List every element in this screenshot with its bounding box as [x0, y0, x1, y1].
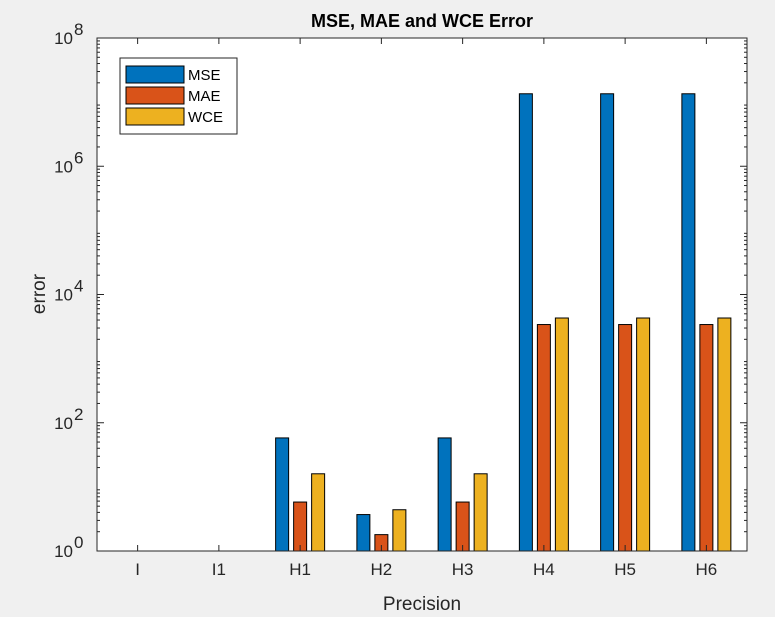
- y-tick-exponent: 2: [74, 405, 83, 424]
- bar-wce-h3: [473, 473, 488, 552]
- bar-wce-h6: [717, 317, 732, 552]
- y-tick-exponent: 8: [74, 20, 83, 39]
- bar-mse-h5: [600, 93, 615, 552]
- x-tick-label: H4: [533, 560, 555, 579]
- legend: MSE MAE WCE: [119, 57, 238, 135]
- x-tick-label: H5: [614, 560, 636, 579]
- x-tick-label: I1: [212, 560, 226, 579]
- bar-wce-h1: [311, 473, 326, 552]
- y-tick-label: 10: [54, 157, 73, 176]
- bar-mse-h3: [437, 437, 452, 552]
- y-tick-exponent: 0: [74, 533, 83, 552]
- x-tick-label: I: [135, 560, 140, 579]
- bar-mae-h1: [293, 501, 308, 552]
- y-tick-label: 10: [54, 542, 73, 561]
- bar-mae-h5: [618, 324, 633, 552]
- bar-mse-h6: [681, 93, 696, 552]
- bar-wce-h2: [392, 509, 407, 552]
- bar-mse-h2: [356, 514, 371, 552]
- bar-mse-h4: [518, 93, 533, 552]
- y-tick-exponent: 6: [74, 148, 83, 167]
- legend-label: MSE: [188, 67, 221, 84]
- y-tick-exponent: 4: [74, 277, 83, 296]
- bar-mse-h1: [275, 437, 290, 552]
- x-tick-label: H3: [452, 560, 474, 579]
- bar-mae-h6: [699, 324, 714, 552]
- legend-label: WCE: [188, 109, 223, 126]
- legend-swatch-mse: [125, 65, 185, 84]
- legend-swatch-wce: [125, 107, 185, 126]
- bar-wce-h5: [636, 317, 651, 552]
- x-tick-label: H1: [289, 560, 311, 579]
- x-tick-label: H6: [696, 560, 718, 579]
- x-tick-label: H2: [371, 560, 393, 579]
- legend-label: MAE: [188, 88, 221, 105]
- y-axis-label: error: [29, 273, 50, 314]
- bar-mae-h4: [536, 324, 551, 552]
- x-axis-label: Precision: [383, 594, 461, 615]
- y-tick-label: 10: [54, 414, 73, 433]
- bar-mae-h3: [455, 501, 470, 552]
- bar-wce-h4: [554, 317, 569, 552]
- chart-title: MSE, MAE and WCE Error: [311, 11, 533, 31]
- x-axis: I I1 H1 H2 H3 H4 H5 H6: [135, 38, 717, 579]
- y-tick-label: 10: [54, 286, 73, 305]
- legend-swatch-mae: [125, 86, 185, 105]
- y-tick-label: 10: [54, 29, 73, 48]
